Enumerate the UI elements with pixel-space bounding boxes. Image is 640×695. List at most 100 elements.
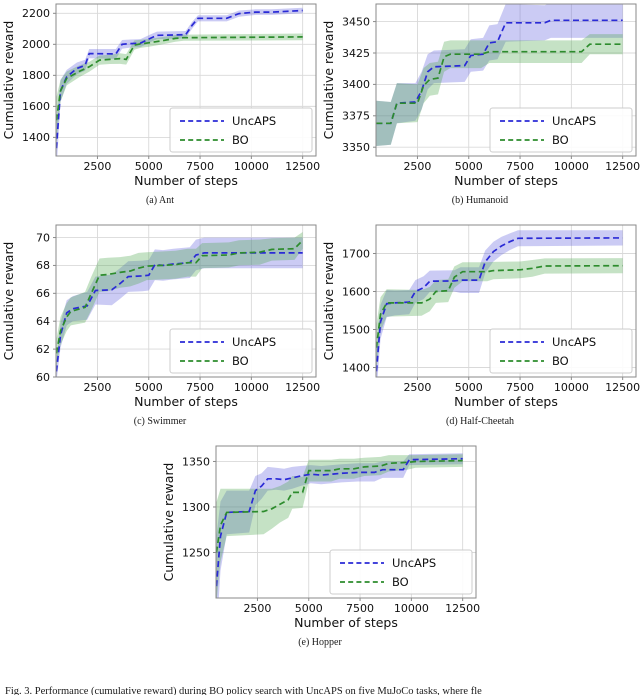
bo-confidence-band <box>376 34 623 146</box>
y-tick-label: 1350 <box>182 455 210 468</box>
y-axis-ticks: 3350 3375 3400 3425 3450 <box>342 15 376 154</box>
x-tick-label: 2500 <box>403 160 431 173</box>
legend: UncAPS BO <box>169 328 313 374</box>
y-tick-label: 68 <box>36 259 50 272</box>
y-tick-label: 1700 <box>342 247 370 260</box>
x-tick-label: 12500 <box>285 381 320 394</box>
subplot-caption-e: (e) Hopper <box>298 637 342 648</box>
subplot-hopper: 2500 5000 7500 10000 12500 1250 1300 1350 Number… <box>160 442 480 648</box>
y-axis-label: Cumulative reward <box>1 21 16 140</box>
x-tick-label: 12500 <box>445 602 480 615</box>
y-tick-label: 3400 <box>342 78 370 91</box>
y-tick-label: 1300 <box>182 501 210 514</box>
bo-confidence-band <box>216 454 463 598</box>
legend-box <box>329 549 473 595</box>
x-axis-ticks: 2500 5000 7500 10000 12500 <box>243 598 480 615</box>
legend: UncAPS BO <box>489 107 633 153</box>
x-tick-label: 5000 <box>455 381 483 394</box>
x-tick-label: 5000 <box>295 602 323 615</box>
legend-label-uncaps: UncAPS <box>552 335 596 349</box>
chart-hopper-plot: 2500 5000 7500 10000 12500 1250 1300 1350 Number… <box>160 442 480 634</box>
legend-label-bo: BO <box>232 354 249 368</box>
chart-half-cheetah-plot: 2500 5000 7500 10000 12500 1400 1500 1600 1700 Nu… <box>320 221 640 413</box>
x-tick-label: 12500 <box>605 160 640 173</box>
chart-humanoid-plot: 2500 5000 7500 10000 12500 3350 3375 3400 3425 34… <box>320 0 640 192</box>
y-tick-label: 1600 <box>342 285 370 298</box>
x-axis-label: Number of steps <box>134 173 238 188</box>
uncaps-confidence-band <box>216 453 463 598</box>
chart-hopper-svg: 2500 5000 7500 10000 12500 1250 1300 1350 Number… <box>161 445 480 630</box>
chart-swimmer-plot: 2500 5000 7500 10000 12500 60 62 64 66 68 70 Number… <box>0 221 320 413</box>
subplot-caption-a: (a) Ant <box>145 195 175 206</box>
y-axis-label: Cumulative reward <box>321 242 336 361</box>
y-axis-ticks: 1250 1300 1350 <box>182 455 216 559</box>
x-tick-label: 7500 <box>346 602 374 615</box>
x-tick-label: 10000 <box>394 602 429 615</box>
bo-mean-line <box>376 264 623 348</box>
plot-border <box>55 224 317 378</box>
x-tick-label: 2500 <box>83 381 111 394</box>
y-tick-label: 1400 <box>22 131 50 144</box>
legend-box <box>489 328 633 374</box>
bo-mean-line <box>56 36 303 121</box>
chart-ant-plot: 2500 5000 7500 10000 12500 1400 1600 1800 2000 22… <box>0 0 320 192</box>
y-tick-label: 1600 <box>22 100 50 113</box>
subplot-swimmer: 2500 5000 7500 10000 12500 60 62 64 66 68 70 Number… <box>0 221 320 427</box>
x-tick-label: 7500 <box>506 381 534 394</box>
y-axis-ticks: 1400 1600 1800 2000 2200 <box>22 7 56 144</box>
plot-border <box>55 3 317 157</box>
uncaps-confidence-band <box>376 4 623 146</box>
plot-border <box>375 3 637 157</box>
legend-box <box>169 107 313 153</box>
x-tick-label: 10000 <box>234 160 269 173</box>
x-tick-label: 10000 <box>234 381 269 394</box>
x-tick-label: 2500 <box>243 602 271 615</box>
chart-ant-svg: 2500 5000 7500 10000 12500 1400 1600 1800 2000 22… <box>1 3 320 188</box>
x-tick-label: 5000 <box>135 160 163 173</box>
bo-confidence-band <box>376 258 623 371</box>
legend: UncAPS BO <box>169 107 313 153</box>
figure-row-3: 2500 5000 7500 10000 12500 1250 1300 1350 Number… <box>0 442 640 663</box>
y-tick-label: 70 <box>36 231 50 244</box>
y-tick-label: 1400 <box>342 361 370 374</box>
figure-caption: Fig. 3. Performance (cumulative reward) … <box>5 686 482 695</box>
chart-half-cheetah-svg: 2500 5000 7500 10000 12500 1400 1500 1600 1700 Nu… <box>321 224 640 409</box>
x-tick-label: 7500 <box>186 381 214 394</box>
y-tick-label: 3375 <box>342 110 370 123</box>
legend-label-bo: BO <box>392 575 409 589</box>
x-axis-ticks: 2500 5000 7500 10000 12500 <box>403 377 640 394</box>
x-tick-label: 5000 <box>135 381 163 394</box>
figure-row-1: 2500 5000 7500 10000 12500 1400 1600 1800 2000 22… <box>0 0 640 221</box>
y-tick-label: 3350 <box>342 141 370 154</box>
legend-label-bo: BO <box>232 133 249 147</box>
y-tick-label: 2200 <box>22 7 50 20</box>
legend: UncAPS BO <box>489 328 633 374</box>
chart-swimmer-svg: 2500 5000 7500 10000 12500 60 62 64 66 68 70 Number… <box>1 224 320 409</box>
y-tick-label: 2000 <box>22 38 50 51</box>
x-tick-label: 10000 <box>554 381 589 394</box>
x-axis-label: Number of steps <box>454 394 558 409</box>
subplot-ant: 2500 5000 7500 10000 12500 1400 1600 1800 2000 22… <box>0 0 320 206</box>
x-tick-label: 10000 <box>554 160 589 173</box>
bo-mean-line <box>216 459 463 553</box>
y-axis-ticks: 60 62 64 66 68 70 <box>36 231 56 384</box>
x-axis-ticks: 2500 5000 7500 10000 12500 <box>83 156 320 173</box>
x-tick-label: 7500 <box>506 160 534 173</box>
y-axis-ticks: 1400 1500 1600 1700 <box>342 247 376 374</box>
legend-box <box>169 328 313 374</box>
uncaps-confidence-band <box>376 230 623 377</box>
plot-border <box>375 224 637 378</box>
uncaps-mean-line <box>376 237 623 372</box>
y-tick-label: 1500 <box>342 323 370 336</box>
x-tick-label: 5000 <box>455 160 483 173</box>
y-tick-label: 1800 <box>22 69 50 82</box>
subplot-half-cheetah: 2500 5000 7500 10000 12500 1400 1500 1600 1700 Nu… <box>320 221 640 427</box>
figure-row-2: 2500 5000 7500 10000 12500 60 62 64 66 68 70 Number… <box>0 221 640 442</box>
y-axis-label: Cumulative reward <box>161 463 176 582</box>
y-tick-label: 62 <box>36 343 50 356</box>
subplot-caption-d: (d) Half-Cheetah <box>445 416 515 427</box>
legend-label-uncaps: UncAPS <box>552 114 596 128</box>
x-tick-label: 7500 <box>186 160 214 173</box>
x-axis-ticks: 2500 5000 7500 10000 12500 <box>83 377 320 394</box>
legend-label-bo: BO <box>552 354 569 368</box>
